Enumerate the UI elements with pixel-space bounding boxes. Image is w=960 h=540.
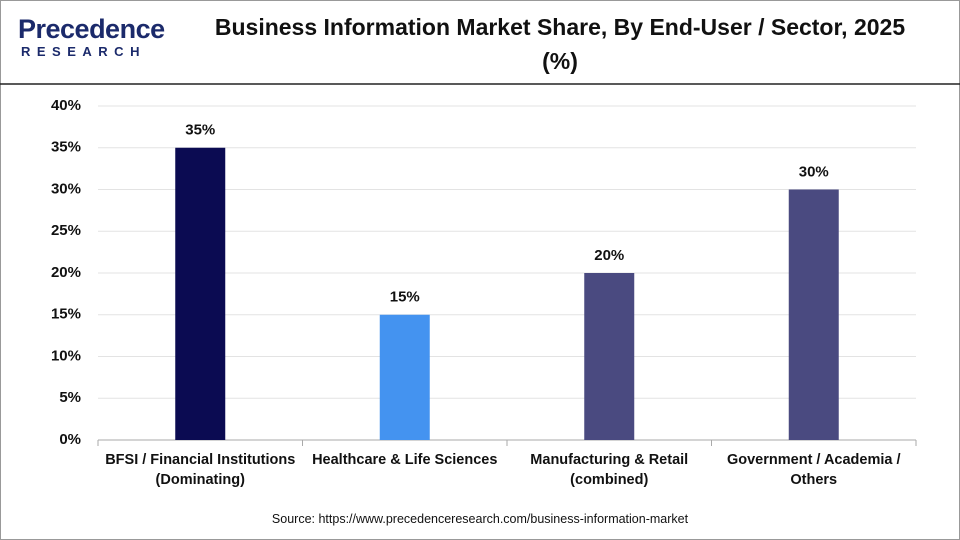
data-label: 30%: [799, 163, 829, 180]
y-tick-label: 5%: [59, 389, 81, 406]
chart-title: Business Information Market Share, By En…: [214, 14, 906, 74]
bar: [584, 273, 635, 440]
data-label: 15%: [390, 289, 420, 306]
bar: [379, 314, 430, 440]
x-tick-label: Manufacturing & Retail (combined): [530, 452, 689, 488]
y-tick-label: 30%: [51, 180, 81, 197]
y-tick-label: 35%: [51, 139, 81, 156]
y-tick-label: 20%: [51, 264, 81, 281]
bar: [175, 147, 226, 440]
logo-tagline: RESEARCH: [21, 44, 146, 59]
x-tick-label: Government / Academia / Others: [726, 452, 901, 488]
logo-name: Precedence: [18, 14, 165, 44]
source-note: Source: https://www.precedenceresearch.c…: [271, 512, 689, 526]
x-tick-label: BFSI / Financial Institutions (Dominatin…: [105, 452, 296, 488]
data-label: 35%: [185, 122, 215, 139]
y-tick-label: 40%: [51, 97, 81, 114]
data-label: 20%: [594, 247, 624, 264]
y-tick-label: 10%: [51, 347, 81, 364]
bar: [788, 189, 839, 440]
x-tick-label: Healthcare & Life Sciences: [312, 452, 498, 468]
y-tick-label: 15%: [51, 306, 81, 323]
y-tick-label: 25%: [51, 222, 81, 239]
y-tick-label: 0%: [59, 431, 81, 448]
